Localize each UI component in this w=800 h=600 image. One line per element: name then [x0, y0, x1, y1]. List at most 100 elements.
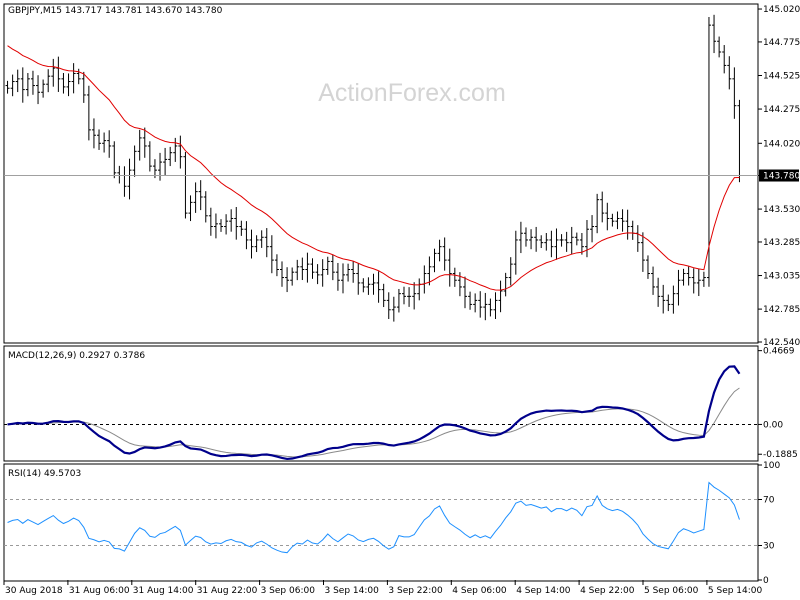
x-tick-label: 4 Sep 22:00 — [580, 586, 635, 596]
price-bar — [381, 283, 386, 308]
price-bar — [61, 73, 66, 94]
price-bar — [620, 209, 625, 232]
price-bar — [386, 292, 391, 320]
price-bar — [534, 226, 539, 252]
price-bar — [351, 261, 356, 283]
rsi-y-tick: 100 — [763, 461, 780, 471]
rsi-y-tick: 30 — [763, 542, 775, 552]
price-bar — [290, 267, 295, 286]
x-tick-label: 5 Sep 14:00 — [708, 586, 763, 596]
price-y-tick: 144.020 — [763, 139, 800, 149]
price-bar — [529, 229, 534, 250]
x-tick-label: 31 Aug 14:00 — [133, 586, 194, 596]
x-tick-label: 31 Aug 06:00 — [69, 586, 130, 596]
price-panel — [3, 3, 759, 344]
price-bar — [518, 221, 523, 254]
price-bar — [737, 99, 742, 183]
price-bar — [173, 137, 178, 162]
x-tick-label: 5 Sep 06:00 — [644, 586, 699, 596]
macd-y-tick: 0.4669 — [763, 347, 795, 357]
price-bar — [473, 293, 478, 313]
x-tick-label: 31 Aug 22:00 — [197, 586, 258, 596]
price-bar — [483, 292, 488, 321]
price-bar — [249, 229, 254, 259]
price-bar — [188, 195, 193, 222]
price-bar — [66, 73, 71, 97]
price-bar — [595, 193, 600, 234]
price-series — [4, 14, 758, 322]
price-bar — [503, 272, 508, 297]
price-bar — [325, 256, 330, 275]
price-bar — [574, 232, 579, 246]
price-bar — [539, 235, 544, 249]
macd-panel-title: MACD(12,26,9) 0.2927 0.3786 — [8, 351, 145, 361]
price-bar — [666, 294, 671, 312]
price-bar — [219, 219, 224, 232]
x-tick-label: 3 Sep 06:00 — [261, 586, 316, 596]
price-y-tick: 144.775 — [763, 38, 800, 48]
price-bar — [20, 67, 25, 103]
price-y-tick: 144.525 — [763, 71, 800, 81]
macd-y-tick: -0.1885 — [763, 450, 798, 460]
current-price-tag — [759, 169, 799, 182]
price-bar — [513, 230, 518, 275]
price-bar — [640, 232, 645, 272]
rsi-y-tick: 70 — [763, 496, 775, 506]
current-price-label: 143.780 — [763, 172, 800, 182]
price-bar — [605, 202, 610, 231]
price-bar — [97, 129, 102, 150]
price-bar — [163, 147, 168, 176]
rsi-line — [7, 481, 740, 554]
price-bar — [422, 265, 427, 294]
price-bar — [335, 262, 340, 291]
price-bar — [137, 129, 142, 161]
price-bar — [462, 276, 467, 309]
price-bar — [193, 182, 198, 213]
price-y-tick: 143.285 — [763, 238, 800, 248]
price-bar — [147, 141, 152, 172]
macd-line — [7, 365, 741, 461]
price-bar — [315, 264, 320, 285]
price-bar — [686, 266, 691, 286]
price-bar — [158, 152, 163, 181]
macd-series — [4, 365, 758, 461]
rsi-series — [4, 481, 758, 554]
price-bar — [234, 207, 239, 240]
price-bar — [452, 267, 457, 287]
price-bar — [213, 213, 218, 239]
price-bar — [427, 256, 432, 286]
price-bar — [584, 220, 589, 258]
price-bar — [361, 278, 366, 293]
price-bar — [56, 56, 61, 92]
price-bar — [417, 278, 422, 301]
price-bar — [264, 228, 269, 258]
price-bar — [412, 282, 417, 310]
price-bar — [229, 209, 234, 232]
macd-y-tick: 0.00 — [763, 420, 783, 430]
price-bar — [401, 286, 406, 305]
price-y-tick: 144.275 — [763, 105, 800, 115]
price-bar — [498, 280, 503, 313]
price-bar — [691, 268, 696, 294]
price-bar — [259, 230, 264, 248]
price-bar — [508, 257, 513, 286]
price-bar — [701, 271, 706, 287]
price-bar — [36, 75, 41, 105]
price-bar — [117, 165, 122, 184]
price-bar — [320, 259, 325, 287]
price-bar — [544, 233, 549, 251]
price-panel-title: GBPJPY,M15 143.717 143.781 143.670 143.7… — [8, 6, 223, 16]
price-bar — [305, 252, 310, 283]
price-bar — [569, 226, 574, 255]
price-bar — [706, 17, 711, 287]
rsi-y-tick: 0 — [763, 576, 769, 586]
price-bar — [254, 235, 259, 253]
moving-average-line — [7, 45, 740, 291]
x-tick-label: 4 Sep 06:00 — [452, 586, 507, 596]
price-bar — [10, 74, 15, 97]
price-bar — [645, 255, 650, 279]
price-bar — [346, 263, 351, 282]
price-bar — [310, 258, 315, 279]
price-bar — [183, 152, 188, 219]
price-bar — [722, 45, 727, 74]
